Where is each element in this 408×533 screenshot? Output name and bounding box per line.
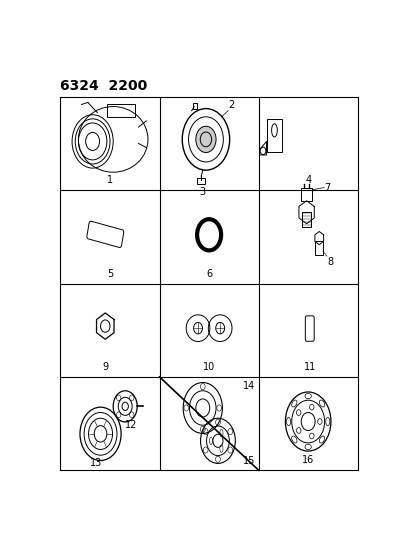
- Text: 7: 7: [325, 183, 331, 192]
- Bar: [193, 103, 197, 109]
- Text: 15: 15: [243, 456, 255, 466]
- Text: 10: 10: [203, 362, 215, 372]
- Bar: [301, 188, 312, 201]
- Text: 12: 12: [125, 419, 137, 430]
- Text: 9: 9: [102, 362, 109, 372]
- Bar: [266, 119, 282, 152]
- Text: 16: 16: [302, 455, 314, 465]
- Text: 6324  2200: 6324 2200: [60, 79, 148, 93]
- Text: 8: 8: [327, 257, 333, 268]
- Bar: [315, 241, 323, 255]
- Text: 14: 14: [243, 381, 255, 391]
- Bar: [197, 178, 205, 184]
- Bar: [302, 212, 311, 227]
- Text: 6: 6: [206, 269, 212, 279]
- Text: 2: 2: [229, 100, 235, 110]
- Text: 5: 5: [107, 269, 113, 279]
- Text: 3: 3: [200, 187, 206, 197]
- Bar: [107, 104, 135, 117]
- Text: 4: 4: [305, 175, 311, 185]
- Text: 13: 13: [90, 458, 102, 468]
- Text: 11: 11: [304, 362, 316, 372]
- Circle shape: [196, 126, 216, 152]
- Text: 1: 1: [107, 175, 113, 185]
